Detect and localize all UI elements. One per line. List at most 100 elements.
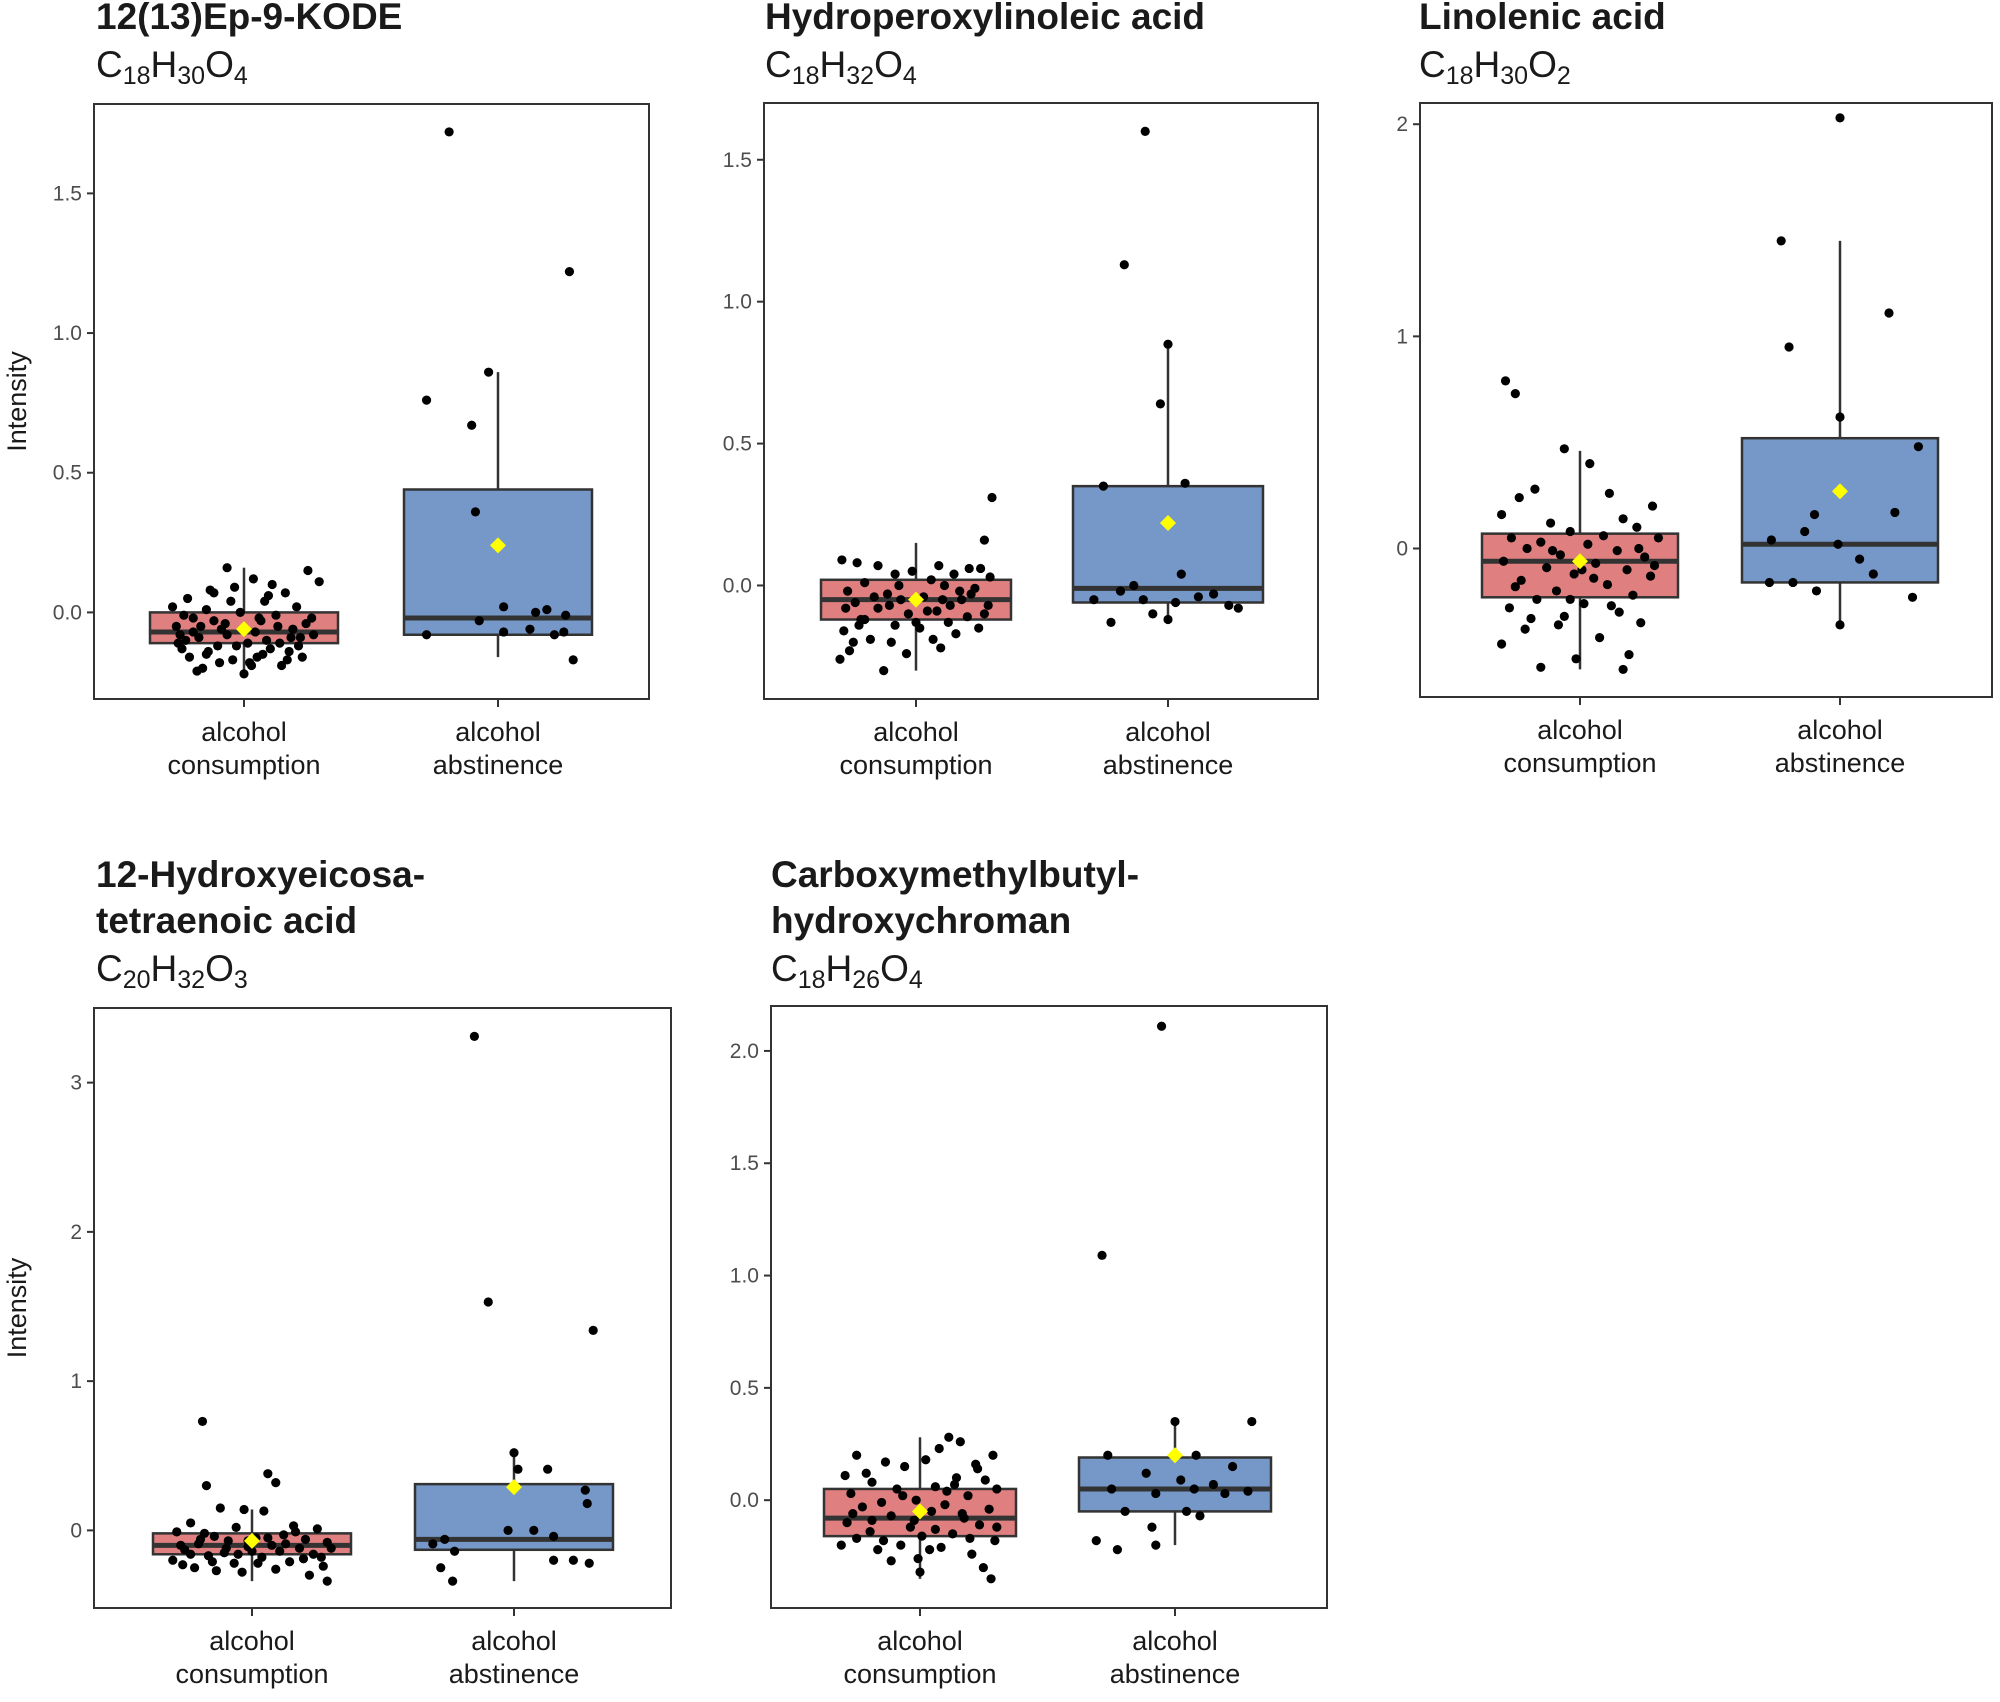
data-point xyxy=(945,600,955,610)
data-point xyxy=(279,1530,289,1540)
data-point xyxy=(275,638,285,648)
data-point xyxy=(1228,1461,1238,1472)
plot-frame xyxy=(763,102,1319,700)
data-point xyxy=(854,620,864,630)
data-point xyxy=(892,1484,902,1494)
data-point xyxy=(568,655,578,665)
data-point xyxy=(179,610,189,620)
data-point xyxy=(844,646,855,656)
data-point xyxy=(1532,594,1542,605)
data-point xyxy=(1233,603,1243,613)
formula-subscript: 32 xyxy=(177,966,206,994)
data-point xyxy=(228,655,238,665)
data-point xyxy=(1510,582,1520,592)
data-point xyxy=(1500,376,1511,386)
data-point xyxy=(1151,1488,1161,1499)
data-point xyxy=(1514,492,1524,503)
data-point xyxy=(189,1563,200,1573)
data-point xyxy=(1091,1536,1101,1546)
x-tick-label-line: consumption xyxy=(839,750,992,780)
data-point xyxy=(1522,543,1532,554)
data-point xyxy=(1571,654,1581,664)
x-tick-label-line: alcohol xyxy=(873,717,959,747)
box-abstinence xyxy=(402,127,594,665)
mean-marker xyxy=(506,1479,522,1496)
data-point xyxy=(316,1552,326,1562)
data-point xyxy=(448,1576,458,1586)
data-point xyxy=(898,1491,908,1501)
data-point xyxy=(1811,586,1822,596)
y-tick-label: 2.0 xyxy=(730,1040,759,1063)
data-point xyxy=(213,641,223,651)
data-point xyxy=(986,1574,996,1584)
panel-2-formula: C18H32O4 xyxy=(765,44,917,91)
mean-marker xyxy=(912,1503,928,1520)
data-point xyxy=(222,630,232,640)
data-point xyxy=(1542,562,1552,573)
data-point xyxy=(1913,442,1923,452)
data-point xyxy=(925,1544,935,1555)
data-point xyxy=(1140,126,1150,136)
data-point xyxy=(911,1495,921,1505)
x-tick-label: alcohol consumption xyxy=(175,1626,328,1689)
data-point xyxy=(167,602,178,612)
data-point xyxy=(865,634,876,645)
data-point xyxy=(450,1546,460,1556)
x-tick-label-line: alcohol xyxy=(201,717,287,747)
data-point xyxy=(549,1555,559,1565)
data-point xyxy=(990,1536,1000,1546)
panel-2-title-line-1: Hydroperoxylinoleic acid xyxy=(765,0,1206,37)
data-point xyxy=(852,1533,862,1543)
data-point xyxy=(221,1543,231,1553)
formula-element: C xyxy=(96,948,123,989)
data-point xyxy=(326,1543,336,1553)
data-point xyxy=(896,1540,906,1550)
data-point xyxy=(559,627,569,637)
data-point xyxy=(917,1531,927,1541)
data-point xyxy=(290,1527,301,1537)
data-point xyxy=(209,616,219,626)
box-abstinence xyxy=(1071,126,1265,627)
mean-marker xyxy=(1167,1447,1183,1464)
data-point xyxy=(588,1325,598,1335)
data-point xyxy=(1868,569,1878,579)
data-point xyxy=(549,630,560,640)
data-point xyxy=(273,621,283,631)
x-tick-label-line: consumption xyxy=(1503,748,1656,778)
data-point xyxy=(183,593,193,604)
formula-subscript: 18 xyxy=(791,62,820,90)
data-point xyxy=(932,606,942,616)
data-point xyxy=(966,589,976,599)
data-point xyxy=(1138,595,1148,605)
data-point xyxy=(1565,526,1575,537)
data-point xyxy=(886,637,896,647)
data-point xyxy=(229,1558,239,1568)
data-point xyxy=(176,1540,186,1550)
x-tick-label-line: consumption xyxy=(167,750,320,780)
panel-4-formula: C20H32O3 xyxy=(96,948,248,995)
data-point xyxy=(263,1469,273,1479)
data-point xyxy=(1181,1506,1192,1517)
data-point xyxy=(903,609,914,619)
data-point xyxy=(307,613,317,623)
data-point xyxy=(239,669,249,679)
data-point xyxy=(836,1540,846,1550)
y-tick-label: 2 xyxy=(70,1221,82,1244)
data-point xyxy=(252,652,262,662)
data-point xyxy=(300,1534,311,1544)
y-tick-label: 0 xyxy=(1396,538,1408,561)
data-point xyxy=(879,666,889,676)
data-point xyxy=(314,577,324,587)
data-point xyxy=(421,630,432,640)
plot-frame xyxy=(1419,102,1993,698)
data-point xyxy=(1498,556,1509,566)
data-point xyxy=(474,616,484,626)
x-tick-label: alcohol abstinence xyxy=(433,717,564,780)
data-point xyxy=(894,580,904,591)
data-point xyxy=(256,616,266,626)
data-point xyxy=(1884,308,1894,318)
data-point xyxy=(943,617,953,627)
data-point xyxy=(1551,586,1562,596)
